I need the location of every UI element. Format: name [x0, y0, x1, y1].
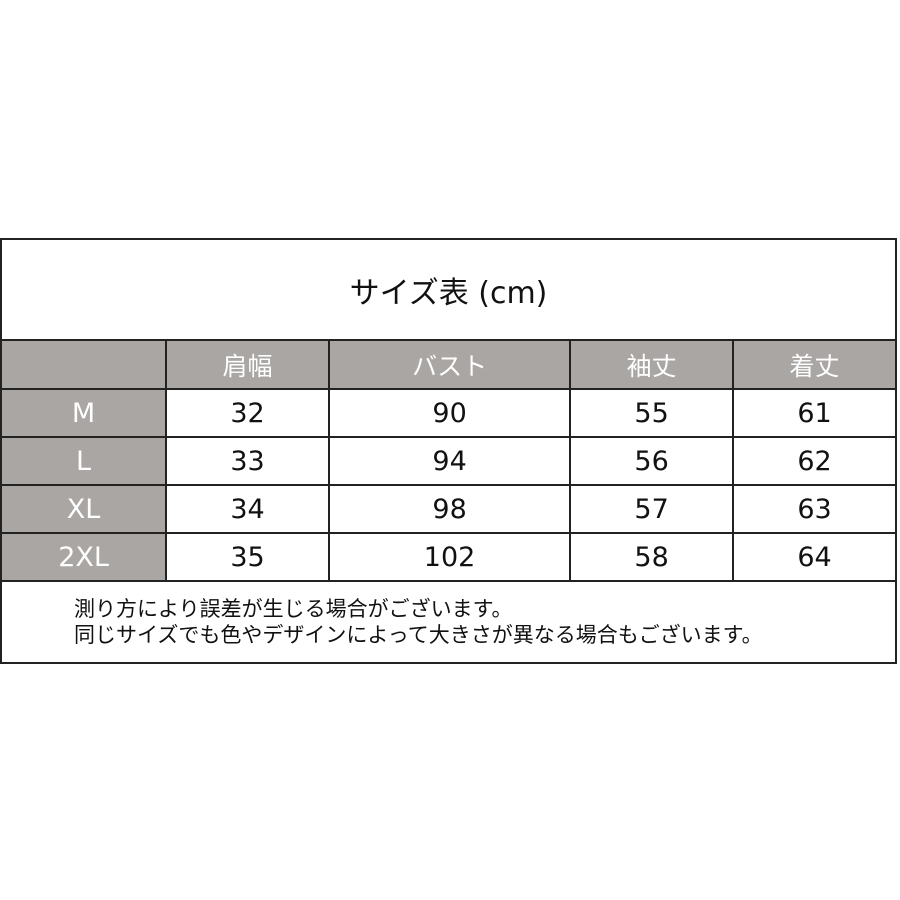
table-cell: 63 [732, 484, 897, 534]
size-label: M [0, 388, 168, 438]
table-cell: 32 [165, 388, 330, 438]
table-row: XL 34 98 57 63 [0, 484, 897, 534]
table-cell: 57 [569, 484, 735, 534]
table-cell: 35 [165, 532, 330, 582]
table-cell: 61 [732, 388, 897, 438]
header-cell: 袖丈 [569, 339, 735, 390]
table-cell: 64 [732, 532, 897, 582]
table-cell: 94 [327, 436, 572, 486]
header-cell: 着丈 [732, 339, 897, 390]
table-cell: 62 [732, 436, 897, 486]
table-cell: 55 [569, 388, 735, 438]
header-cell: バスト [327, 339, 572, 390]
size-chart-table: サイズ表 (cm) 肩幅 バスト 袖丈 着丈 M 32 90 55 61 L 33 94 56 6… [0, 238, 897, 664]
table-row: 2XL 35 102 58 64 [0, 532, 897, 582]
table-cell: 33 [165, 436, 330, 486]
header-cell [0, 339, 168, 390]
table-cell: 98 [327, 484, 572, 534]
size-label: XL [0, 484, 168, 534]
size-label: 2XL [0, 532, 168, 582]
table-row: L 33 94 56 62 [0, 436, 897, 486]
note-line: 同じサイズでも色やデザインによって大きさが異なる場合もございます。 [74, 623, 763, 647]
header-row: 肩幅 バスト 袖丈 着丈 [0, 339, 897, 390]
notes: 測り方により誤差が生じる場合がございます。 同じサイズでも色やデザインによって大… [0, 580, 897, 664]
note-line: 測り方により誤差が生じる場合がございます。 [74, 597, 513, 621]
table-cell: 90 [327, 388, 572, 438]
chart-title: サイズ表 (cm) [0, 238, 897, 341]
size-label: L [0, 436, 168, 486]
header-cell: 肩幅 [165, 339, 330, 390]
table-row: M 32 90 55 61 [0, 388, 897, 438]
table-cell: 102 [327, 532, 572, 582]
table-cell: 56 [569, 436, 735, 486]
table-cell: 58 [569, 532, 735, 582]
table-cell: 34 [165, 484, 330, 534]
